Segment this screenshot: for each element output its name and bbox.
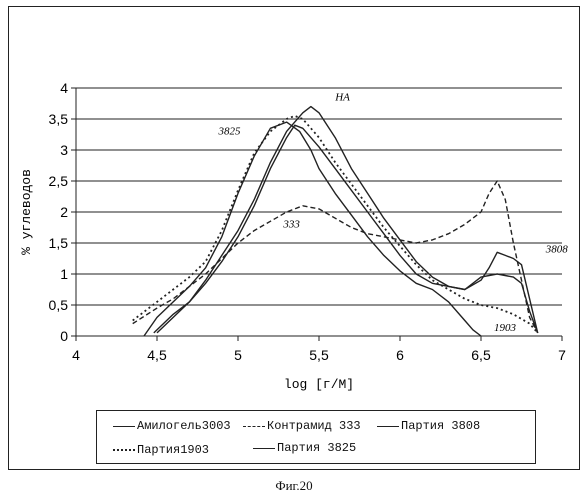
- legend-item-1903: Партия1903: [113, 443, 209, 457]
- series-line-2: [157, 107, 538, 333]
- x-tick-label: 4,5: [147, 347, 167, 363]
- annotation-label: HA: [334, 91, 350, 103]
- legend-label: Контрамид 333: [267, 419, 361, 433]
- x-tick-label: 5,5: [309, 347, 329, 363]
- x-tick-label: 6,5: [471, 347, 491, 363]
- annotation-label: 1903: [494, 322, 516, 334]
- x-tick-label: 4: [72, 347, 80, 363]
- legend-item-kontramid: Контрамид 333: [243, 419, 361, 433]
- y-tick-label: 4: [60, 80, 68, 96]
- legend-label: Партия1903: [137, 443, 209, 457]
- y-tick-label: 0,5: [49, 297, 69, 313]
- series-line-0: [144, 122, 481, 336]
- x-axis-label: log [г/М]: [284, 377, 354, 392]
- legend-item-amilogel: Амилогель3003: [113, 419, 231, 433]
- chart-plot: 0 0,5 1 1,5 2 2,5 3 3,5 4 4 4,5 5 5,5 6 6,5 7 log [г/М]%…: [0, 0, 588, 410]
- y-tick-label: 1: [60, 266, 68, 282]
- legend-label: Партия 3808: [401, 419, 480, 433]
- figure-caption: Фиг.20: [0, 478, 588, 494]
- y-tick-label: 1,5: [49, 235, 69, 251]
- x-tick-label: 6: [396, 347, 404, 363]
- annotation-label: 3808: [545, 243, 569, 255]
- legend-swatch-solid: [253, 448, 275, 449]
- legend-label: Амилогель3003: [137, 419, 231, 433]
- legend-label: Партия 3825: [277, 441, 356, 455]
- y-tick-label: 0: [60, 328, 68, 344]
- legend-swatch-dotted: [113, 449, 135, 451]
- series-line-1: [133, 181, 538, 333]
- legend: Амилогель3003 Контрамид 333 Партия 3808 …: [96, 410, 536, 464]
- y-axis-label: % углеводов: [19, 169, 34, 255]
- y-tick-label: 2: [60, 204, 68, 220]
- legend-swatch-dashed: [243, 426, 265, 427]
- x-tick-label: 5: [234, 347, 242, 363]
- legend-swatch-solid: [377, 426, 399, 427]
- y-tick-label: 3,5: [49, 111, 69, 127]
- series-line-3: [133, 116, 538, 333]
- y-tick-label: 2,5: [49, 173, 69, 189]
- y-tick-label: 3: [60, 142, 68, 158]
- legend-item-3808: Партия 3808: [377, 419, 480, 433]
- annotation-label: 3825: [218, 126, 242, 138]
- legend-swatch-solid: [113, 426, 135, 427]
- x-tick-label: 7: [558, 347, 566, 363]
- annotation-label: 333: [282, 219, 300, 231]
- legend-item-3825: Партия 3825: [253, 441, 356, 455]
